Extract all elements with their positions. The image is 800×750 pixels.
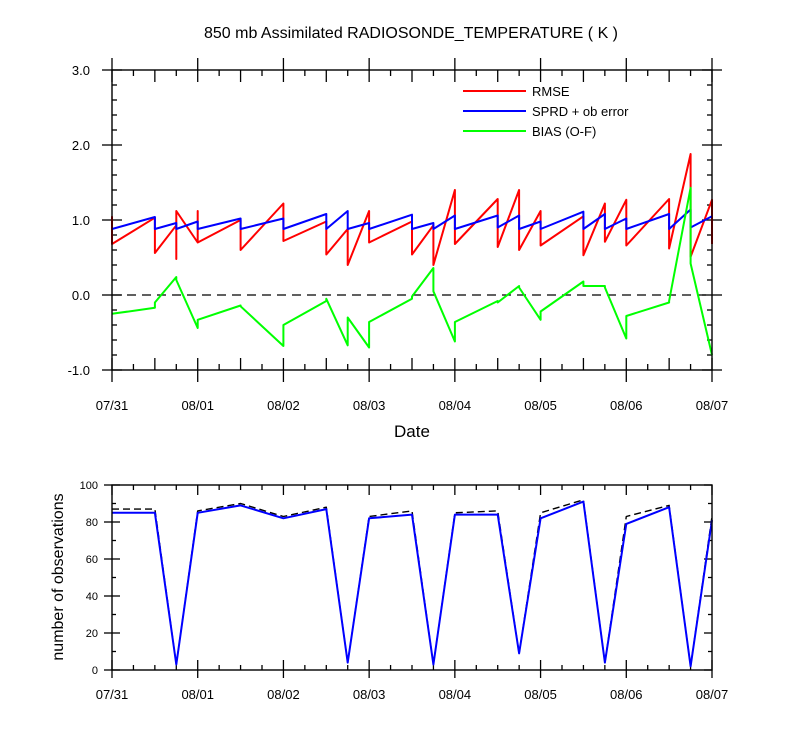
legend-label-sprd: SPRD + ob error	[532, 104, 629, 119]
bottom-y-tick-label: 40	[86, 591, 98, 603]
chart-title: 850 mb Assimilated RADIOSONDE_TEMPERATUR…	[204, 25, 618, 42]
top-y-tick-label: -1.0	[68, 363, 90, 378]
bottom-x-tick-label: 08/02	[267, 687, 300, 702]
bottom-y-tick-label: 20	[86, 628, 98, 640]
legend-label-rmse: RMSE	[532, 84, 570, 99]
top-x-tick-label: 07/31	[96, 398, 129, 413]
bottom-x-tick-label: 08/05	[524, 687, 557, 702]
top-chart: 850 mb Assimilated RADIOSONDE_TEMPERATUR…	[68, 25, 729, 441]
legend-label-bias: BIAS (O-F)	[532, 124, 596, 139]
bottom-x-tick-label: 08/03	[353, 687, 386, 702]
legend: RMSE SPRD + ob error BIAS (O-F)	[463, 84, 629, 139]
bottom-plot-frame	[111, 484, 713, 671]
bottom-y-tick-label: 100	[80, 480, 98, 492]
bottom-y-tick-label: 0	[92, 665, 98, 677]
bottom-x-tick-label: 08/06	[610, 687, 643, 702]
top-y-tick-label: 1.0	[72, 213, 90, 228]
top-x-tick-label: 08/03	[353, 398, 386, 413]
top-x-tick-label: 08/07	[696, 398, 729, 413]
obs-line-possible	[112, 499, 713, 667]
top-x-tick-label: 08/01	[181, 398, 214, 413]
bottom-x-tick-label: 08/01	[181, 687, 214, 702]
bottom-series	[112, 499, 713, 668]
obs-line-used	[112, 500, 713, 668]
top-y-tick-label: 2.0	[72, 138, 90, 153]
series-line-bias-o-f	[111, 186, 713, 356]
bottom-chart: 100 80 60 40 20 0 07/31 08/01 08/02 08/03 08/04 08…	[50, 480, 728, 702]
top-series	[111, 153, 713, 356]
top-y-tick-label: 3.0	[72, 63, 90, 78]
top-x-tick-label: 08/05	[524, 398, 557, 413]
top-x-tick-label: 08/04	[439, 398, 472, 413]
top-x-tick-label: 08/02	[267, 398, 300, 413]
top-x-tick-label: 08/06	[610, 398, 643, 413]
bottom-x-tick-label: 08/04	[439, 687, 472, 702]
bottom-y-tick-label: 80	[86, 517, 98, 529]
top-y-tick-labels: 3.0 2.0 1.0 0.0 -1.0	[68, 63, 90, 378]
bottom-x-tick-labels: 07/31 08/01 08/02 08/03 08/04 08/05 08/06 08/07	[96, 687, 729, 702]
bottom-y-tick-labels: 100 80 60 40 20 0	[80, 480, 98, 677]
bottom-y-tick-label: 60	[86, 554, 98, 566]
series-line-sprd-ob-error	[111, 208, 713, 230]
x-axis-label: Date	[394, 422, 430, 441]
top-y-tick-label: 0.0	[72, 288, 90, 303]
bottom-x-tick-label: 07/31	[96, 687, 129, 702]
series-line-rmse	[111, 153, 713, 266]
top-x-tick-labels: 07/31 08/01 08/02 08/03 08/04 08/05 08/06 08/07	[96, 398, 729, 413]
y-axis-label: number of observations	[50, 493, 67, 660]
top-plot-frame	[111, 69, 713, 371]
bottom-x-tick-label: 08/07	[696, 687, 729, 702]
